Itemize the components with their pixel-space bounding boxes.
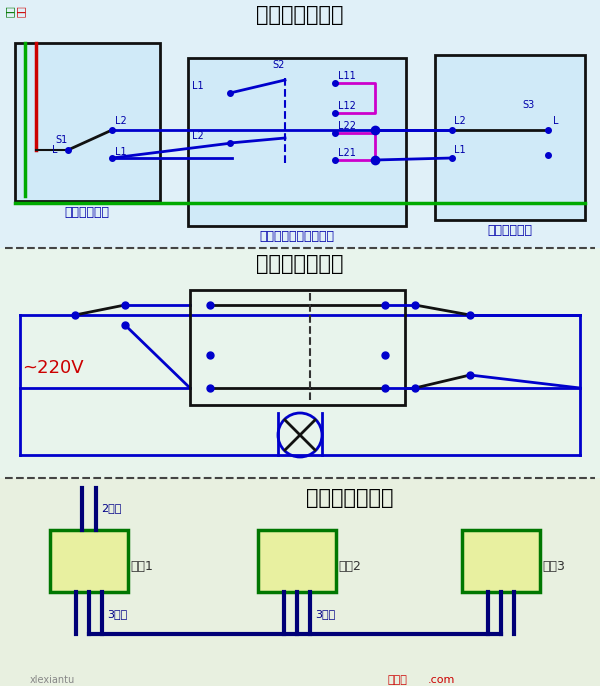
Text: L12: L12 xyxy=(338,101,356,111)
Text: L2: L2 xyxy=(115,116,127,126)
Text: S1: S1 xyxy=(55,135,67,145)
Text: .com: .com xyxy=(428,675,455,685)
Text: L11: L11 xyxy=(338,71,356,81)
Text: 火线: 火线 xyxy=(16,5,26,16)
Bar xyxy=(188,58,406,226)
Text: 开关2: 开关2 xyxy=(338,560,361,573)
Text: L21: L21 xyxy=(338,148,356,158)
Bar xyxy=(15,43,160,201)
Text: 开关3: 开关3 xyxy=(542,560,565,573)
Bar xyxy=(0,248,600,478)
Text: L: L xyxy=(553,116,559,126)
Text: L2: L2 xyxy=(192,131,204,141)
Bar xyxy=(0,0,600,248)
Text: 三控开关原理图: 三控开关原理图 xyxy=(256,254,344,274)
Text: 中途开关（三控开关）: 中途开关（三控开关） xyxy=(260,230,335,244)
Text: 相线: 相线 xyxy=(5,5,15,16)
Text: L1: L1 xyxy=(115,147,127,157)
Text: L1: L1 xyxy=(192,81,203,91)
Text: S3: S3 xyxy=(522,100,534,110)
Bar xyxy=(50,530,128,592)
Text: 单开双控开关: 单开双控开关 xyxy=(65,206,110,220)
Bar xyxy=(258,530,336,592)
Text: L: L xyxy=(52,145,58,155)
Text: 接线图: 接线图 xyxy=(388,675,408,685)
Bar xyxy=(190,290,405,405)
Text: L22: L22 xyxy=(338,121,356,131)
Text: 单开双控开关: 单开双控开关 xyxy=(487,224,533,237)
Text: ~220V: ~220V xyxy=(22,359,83,377)
Bar xyxy=(462,530,540,592)
Text: L1: L1 xyxy=(454,145,466,155)
Text: 三控开关布线图: 三控开关布线图 xyxy=(306,488,394,508)
Text: 三控开关接线图: 三控开关接线图 xyxy=(256,5,344,25)
Text: xlexiantu: xlexiantu xyxy=(30,675,75,685)
Text: S2: S2 xyxy=(272,60,284,70)
Text: 3根线: 3根线 xyxy=(315,609,335,619)
Text: 开关1: 开关1 xyxy=(130,560,153,573)
Bar xyxy=(0,478,600,686)
Text: 3根线: 3根线 xyxy=(107,609,127,619)
Bar xyxy=(435,55,585,220)
Text: 2根线: 2根线 xyxy=(101,503,121,513)
Text: L2: L2 xyxy=(454,116,466,126)
